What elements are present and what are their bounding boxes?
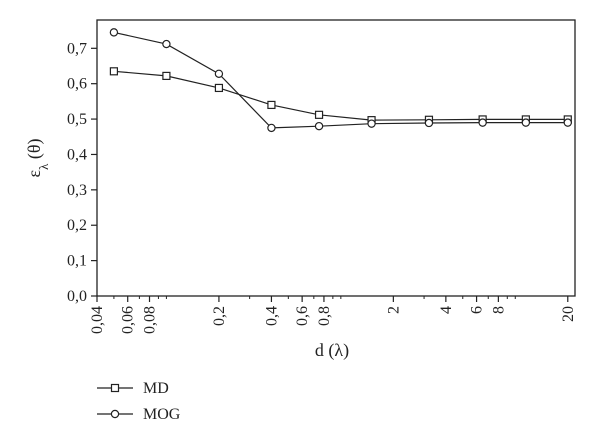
data-point-mog-3 — [267, 123, 276, 133]
x-axis-title: d (λ) — [315, 340, 349, 361]
y-tick-label: 0,6 — [67, 76, 87, 93]
y-tick-label: 0,0 — [67, 288, 87, 305]
legend: MD MOG — [97, 380, 181, 423]
x-tick-label: 0,8 — [316, 306, 333, 326]
data-point-mog-4 — [314, 121, 324, 131]
x-tick-label: 0,06 — [120, 306, 137, 334]
legend-item-mog: MOG — [97, 406, 181, 423]
x-tick-label: 2 — [385, 306, 402, 314]
y-axis-title: ελ (θ) — [24, 139, 51, 178]
x-tick-label: 20 — [560, 306, 577, 322]
data-point-md-1 — [162, 71, 171, 81]
x-tick-label: 0,4 — [263, 306, 280, 326]
data-point-mog-1 — [162, 39, 171, 49]
y-tick-label: 0,4 — [67, 146, 87, 163]
data-point-mog-0 — [109, 28, 119, 37]
y-tick-label: 0,2 — [67, 217, 87, 234]
x-tick-label: 8 — [490, 306, 507, 314]
series-layer — [109, 28, 572, 133]
data-point-mog-6 — [424, 118, 434, 128]
series-line-md — [113, 70, 568, 121]
data-point-md-3 — [267, 100, 276, 110]
y-tick-label: 0,5 — [67, 111, 87, 128]
y-axis-ticks: 0,0 0,1 0,2 0,3 0,4 0,5 0,6 0,7 — [67, 40, 97, 305]
x-tick-label: 4 — [438, 306, 455, 314]
data-point-mog-7 — [478, 118, 487, 127]
y-tick-label: 0,3 — [67, 182, 87, 199]
data-point-md-4 — [314, 110, 324, 119]
x-tick-label: 0,08 — [142, 306, 159, 334]
data-point-md-0 — [109, 67, 119, 76]
legend-marker — [110, 383, 120, 393]
legend-item-md: MD — [97, 380, 169, 397]
y-tick-label: 0,1 — [67, 253, 87, 270]
legend-label: MD — [143, 380, 169, 397]
y-tick-label: 0,7 — [67, 40, 87, 57]
x-axis-ticks: 0,04 0,06 0,08 0,2 0,4 0,6 0,8 2 4 6 8 20 — [89, 296, 577, 334]
x-tick-label: 0,2 — [211, 306, 228, 326]
data-point-mog-2 — [214, 69, 224, 78]
legend-marker — [110, 409, 120, 419]
series-line-mog — [113, 31, 568, 129]
x-tick-label: 0,04 — [89, 306, 106, 334]
data-point-mog-8 — [521, 118, 531, 127]
data-point-mog-5 — [367, 119, 376, 128]
data-point-md-2 — [214, 83, 224, 93]
plot-frame — [96, 19, 576, 297]
x-tick-label: 0,6 — [294, 306, 311, 326]
x-tick-label: 6 — [469, 306, 486, 314]
data-point-mog-9 — [563, 118, 572, 127]
legend-label: MOG — [143, 406, 181, 423]
